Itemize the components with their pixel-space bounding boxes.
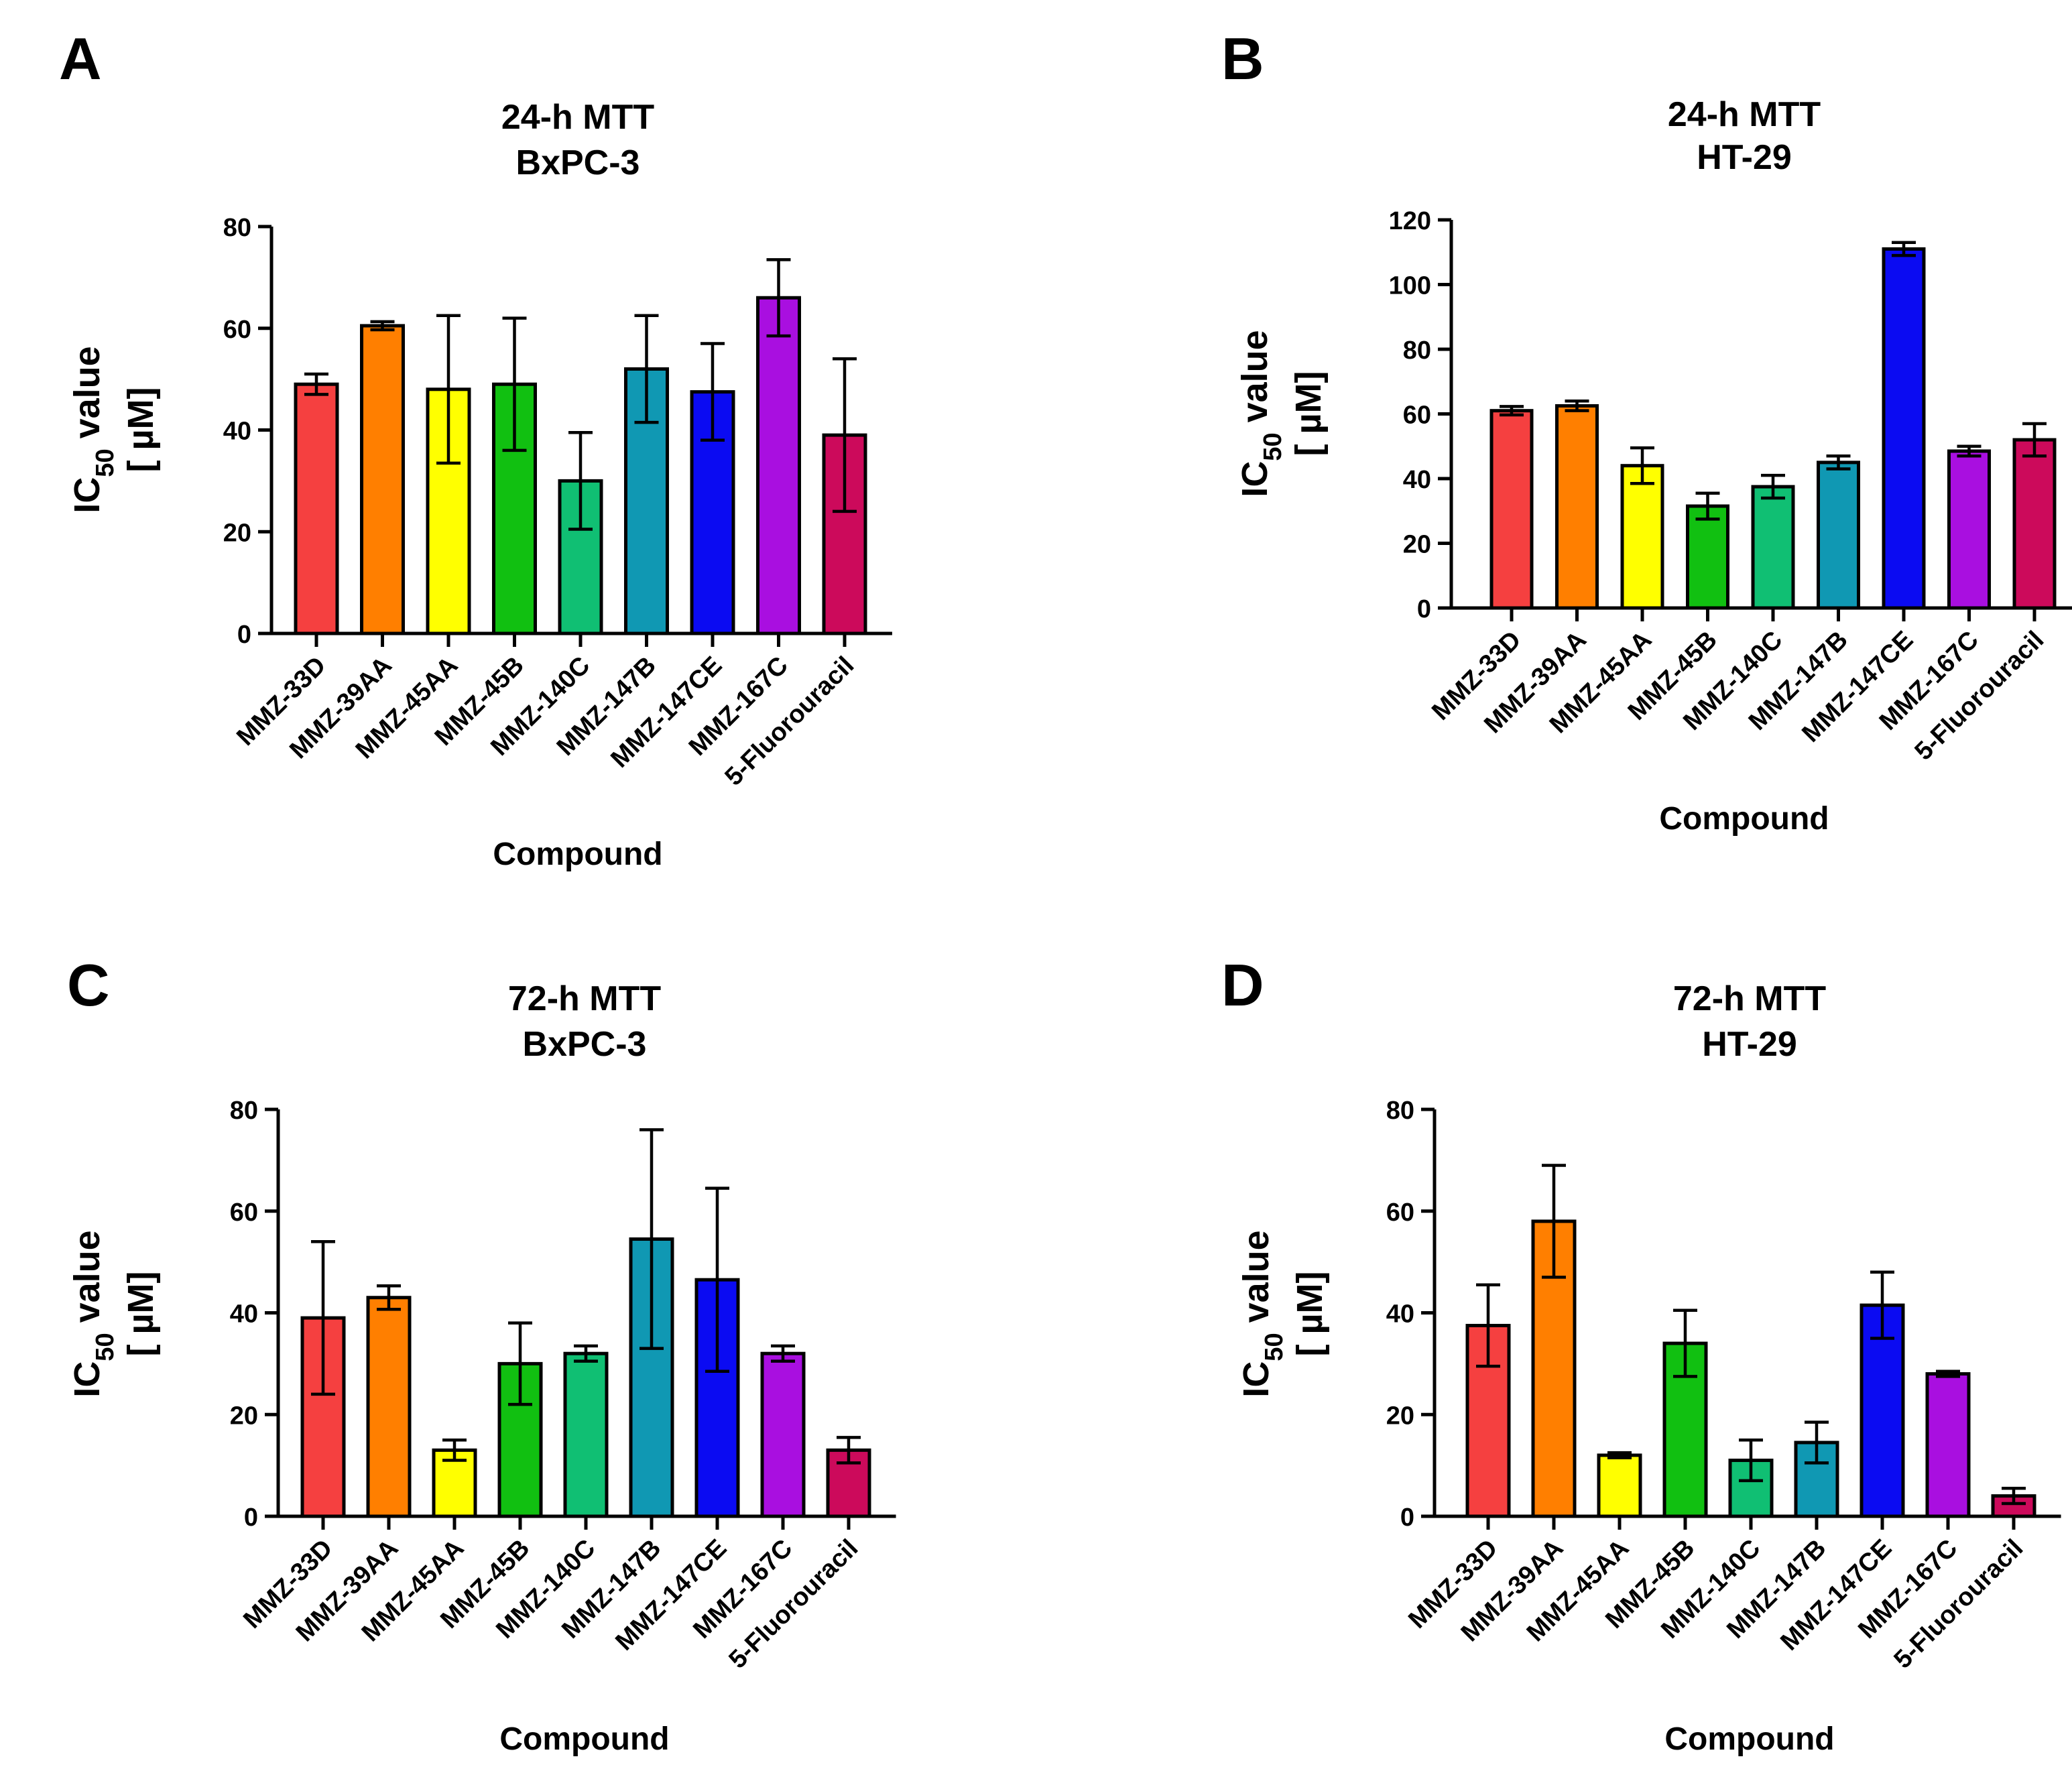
- panel-letter: B: [1221, 25, 1264, 92]
- y-tick-label: 40: [223, 418, 251, 446]
- y-tick-label: 60: [230, 1199, 258, 1227]
- x-axis-label: Compound: [499, 1721, 669, 1757]
- bar-mmz-167c: [756, 296, 801, 635]
- chart-title-line-2: HT-29: [1702, 1025, 1797, 1064]
- chart-title-line-1: 72-h MTT: [1673, 979, 1826, 1018]
- chart-title-line-2: BxPC-3: [516, 143, 640, 182]
- panel-a: A24-h MTTBxPC-3020406080MMZ-33DMMZ-39AAM…: [59, 25, 892, 872]
- y-axis-unit: [ µM]: [121, 1271, 161, 1356]
- bar-mmz-140c: [563, 1351, 609, 1518]
- chart-title-line-2: HT-29: [1697, 138, 1792, 177]
- bar-mmz-39aa: [1555, 404, 1599, 610]
- panel-letter: C: [67, 952, 110, 1018]
- y-axis-unit: [ µM]: [1290, 1271, 1330, 1356]
- y-tick-label: 20: [1386, 1402, 1414, 1430]
- y-tick-label: 20: [1403, 531, 1431, 559]
- x-axis-label: Compound: [493, 837, 662, 872]
- chart-title-line-1: 24-h MTT: [501, 98, 654, 137]
- y-tick-label: 60: [1403, 402, 1431, 430]
- bar-5-fluorouracil: [2012, 438, 2057, 610]
- bar-mmz-45b: [1686, 504, 1729, 610]
- y-tick-label: 0: [237, 621, 251, 649]
- y-tick-label: 80: [223, 214, 251, 242]
- y-tick-label: 40: [1403, 466, 1431, 494]
- x-axis-label: Compound: [1659, 801, 1829, 837]
- y-axis-label: IC50 value: [1236, 1230, 1288, 1397]
- bar-mmz-39aa: [366, 1296, 412, 1518]
- y-tick-label: 0: [1417, 595, 1431, 623]
- chart-title-line-1: 24-h MTT: [1668, 95, 1821, 134]
- y-tick-label: 40: [1386, 1300, 1414, 1329]
- y-axis-unit: [ µM]: [1288, 371, 1329, 456]
- bar-mmz-45aa: [1620, 464, 1664, 610]
- y-tick-label: 100: [1389, 272, 1431, 300]
- y-tick-label: 120: [1389, 207, 1431, 235]
- y-axis-label: IC50 value: [1235, 330, 1287, 497]
- y-tick-label: 80: [1386, 1097, 1414, 1125]
- bar-mmz-33d: [294, 382, 339, 635]
- panel-d: D 72-h MTTHT-29020406080MMZ-33DMMZ-39AAMM…: [1221, 952, 2061, 1757]
- bar-mmz-140c: [1751, 485, 1795, 610]
- y-tick-label: 20: [230, 1402, 258, 1430]
- panel-c: C 72-h MTTBxPC-3020406080MMZ-33DMMZ-39AAM…: [67, 952, 896, 1757]
- chart-title-line-1: 72-h MTT: [508, 979, 661, 1018]
- y-tick-label: 60: [223, 316, 251, 344]
- y-tick-label: 60: [1386, 1199, 1414, 1227]
- y-tick-label: 20: [223, 519, 251, 547]
- y-tick-label: 0: [244, 1504, 258, 1532]
- bar-mmz-45aa: [1597, 1453, 1642, 1518]
- bar-mmz-39aa: [360, 324, 405, 635]
- chart-title-line-2: BxPC-3: [523, 1025, 647, 1064]
- y-axis-unit: [ µM]: [121, 387, 161, 472]
- y-tick-label: 80: [230, 1097, 258, 1125]
- bar-mmz-33d: [1489, 409, 1534, 610]
- y-tick-label: 0: [1400, 1504, 1414, 1532]
- y-tick-label: 40: [230, 1300, 258, 1329]
- panel-letter: D: [1221, 952, 1264, 1018]
- bar-mmz-147b: [1817, 461, 1860, 610]
- panel-b: B24-h MTTHT-29020406080100120MMZ-33DMMZ-…: [1221, 25, 2072, 837]
- bar-mmz-167c: [1947, 449, 1991, 610]
- y-axis-label: IC50 value: [67, 346, 119, 513]
- bar-mmz-167c: [760, 1351, 806, 1518]
- x-axis-label: Compound: [1664, 1721, 1834, 1757]
- panel-letter: A: [59, 25, 102, 92]
- bar-mmz-147ce: [1882, 247, 1926, 610]
- bar-mmz-167c: [1925, 1372, 1971, 1518]
- y-tick-label: 80: [1403, 337, 1431, 365]
- y-axis-label: IC50 value: [67, 1230, 119, 1397]
